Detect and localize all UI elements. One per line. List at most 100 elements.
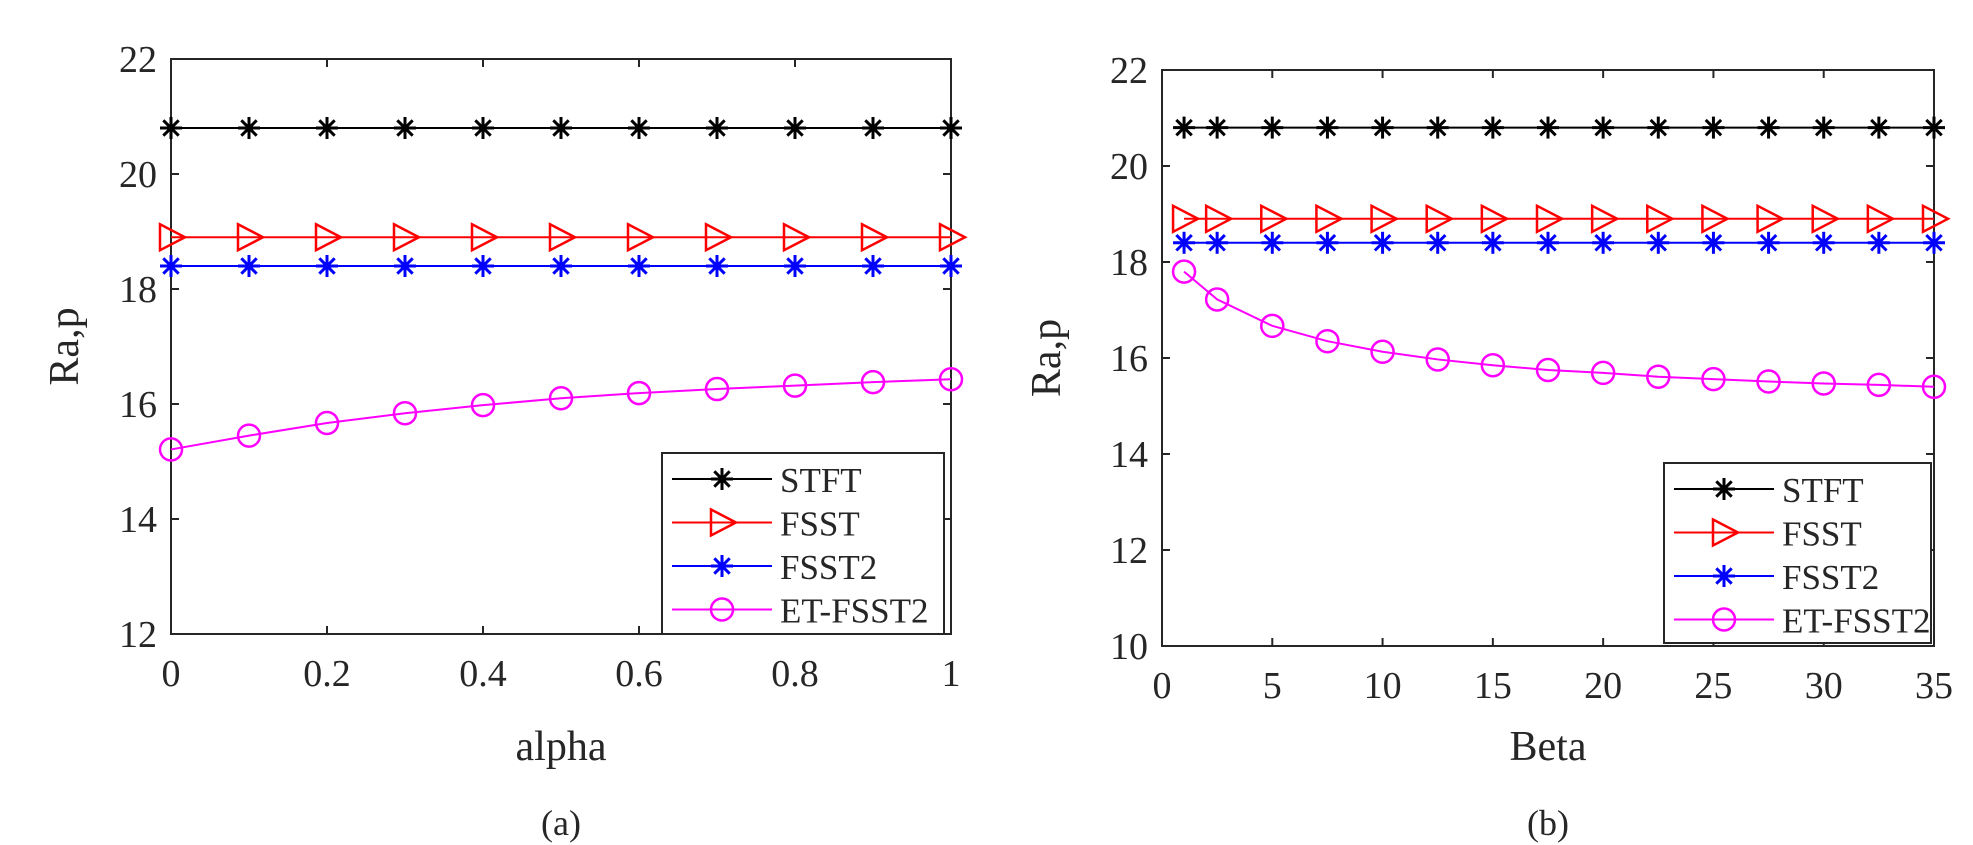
data-point	[160, 117, 182, 139]
legend-item: STFT	[1674, 471, 1864, 510]
legend: STFT FSST FSST2 ET-FSST2	[1663, 462, 1932, 644]
data-point	[472, 255, 494, 277]
data-point	[1171, 203, 1201, 234]
data-point	[1204, 203, 1234, 234]
asterisk-stroke	[474, 257, 492, 275]
asterisk-stroke	[1759, 118, 1778, 137]
asterisk-stroke	[1428, 234, 1447, 252]
y-tick-label: 18	[1110, 242, 1148, 284]
data-point	[1647, 231, 1670, 254]
data-point	[1171, 259, 1197, 284]
data-point	[628, 255, 650, 277]
data-point	[1371, 231, 1394, 254]
asterisk-stroke	[630, 257, 648, 275]
data-point	[628, 117, 650, 139]
legend-item: STFT	[672, 461, 862, 500]
asterisk-stroke	[240, 257, 258, 275]
legend-marker	[711, 468, 733, 490]
data-point	[1646, 364, 1671, 389]
data-point	[860, 369, 886, 395]
series-fsst2	[1173, 231, 1945, 254]
x-tick-label: 15	[1474, 665, 1512, 707]
y-tick-label: 12	[1110, 530, 1148, 572]
data-point	[782, 222, 812, 253]
asterisk-stroke	[786, 119, 804, 137]
asterisk-stroke	[552, 119, 570, 137]
asterisk-stroke	[713, 470, 731, 488]
data-point	[1811, 203, 1841, 234]
asterisk-stroke	[1715, 567, 1733, 585]
legend-label: FSST2	[780, 548, 877, 587]
asterisk-stroke	[1263, 234, 1282, 252]
series-stft	[160, 117, 962, 139]
data-point	[1480, 352, 1506, 378]
data-point	[1590, 360, 1616, 386]
data-point	[470, 222, 500, 253]
asterisk-stroke	[708, 119, 726, 137]
x-tick-label: 0.4	[459, 653, 507, 695]
data-point	[1371, 116, 1394, 139]
data-point	[1923, 116, 1945, 139]
y-tick-label: 14	[119, 499, 157, 541]
legend-label: FSST2	[1782, 558, 1879, 597]
legend: STFT FSST FSST2 ET-FSST2	[661, 452, 945, 635]
y-tick-label: 22	[119, 39, 157, 81]
data-point	[314, 410, 340, 436]
y-tick-label: 22	[1110, 50, 1148, 92]
series-fsst	[1171, 203, 1951, 234]
y-axis-label: Ra,p	[42, 307, 88, 385]
legend-label: ET-FSST2	[1782, 602, 1930, 641]
data-point	[1173, 231, 1196, 254]
data-point	[1261, 231, 1284, 254]
asterisk-stroke	[864, 119, 882, 137]
data-point	[238, 117, 260, 139]
series-et-fsst2	[1171, 259, 1947, 400]
chart-a: 0 0.2 0.4 0.6 0.8 1 12 14 16 18 20 22 alpha Ra,p (a) ST…	[42, 39, 968, 843]
asterisk-stroke	[162, 119, 180, 137]
asterisk-stroke	[1704, 234, 1723, 252]
series-line	[170, 378, 952, 451]
data-point	[706, 117, 728, 139]
asterisk-stroke	[1484, 118, 1502, 137]
asterisk-stroke	[552, 257, 570, 275]
data-point	[1315, 203, 1345, 234]
legend-item: FSST	[1674, 515, 1862, 554]
legend-label: FSST	[1782, 515, 1862, 554]
legend-marker	[1713, 565, 1735, 587]
series-stft	[1173, 116, 1945, 139]
x-tick-label: 20	[1584, 665, 1622, 707]
data-point	[1866, 372, 1892, 398]
x-tick-label: 30	[1805, 665, 1843, 707]
data-point	[1173, 116, 1196, 139]
x-tick-label: 1	[942, 653, 961, 695]
y-tick-label: 20	[119, 154, 157, 196]
data-point	[1535, 357, 1561, 383]
legend-marker	[711, 555, 733, 577]
data-point	[704, 376, 730, 402]
y-tick-label: 20	[1110, 146, 1148, 188]
y-tick-label: 16	[1110, 338, 1148, 380]
data-point	[392, 400, 418, 426]
asterisk-stroke	[1715, 480, 1733, 498]
data-point	[1921, 374, 1947, 400]
asterisk-stroke	[1318, 118, 1337, 137]
asterisk-stroke	[318, 119, 336, 137]
legend-marker	[709, 597, 735, 622]
data-point	[862, 255, 884, 277]
asterisk-stroke	[708, 257, 726, 275]
asterisk-stroke	[1263, 118, 1282, 137]
data-point	[158, 437, 184, 462]
asterisk-stroke	[1704, 118, 1723, 137]
asterisk-stroke	[1814, 234, 1833, 252]
data-point	[1923, 231, 1945, 254]
asterisk-stroke	[713, 557, 731, 575]
asterisk-stroke	[1594, 118, 1612, 137]
data-point	[1647, 116, 1670, 139]
data-point	[550, 117, 572, 139]
asterisk-stroke	[1925, 118, 1943, 137]
data-point	[1702, 116, 1725, 139]
data-point	[940, 255, 962, 277]
asterisk-stroke	[474, 119, 492, 137]
asterisk-stroke	[1428, 118, 1447, 137]
data-point	[314, 222, 344, 253]
